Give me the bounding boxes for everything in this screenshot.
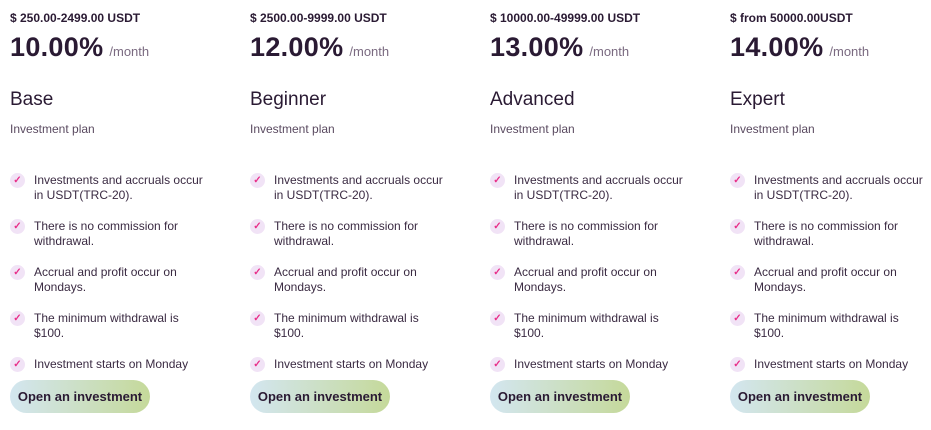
plan-range: $ from 50000.00USDT xyxy=(730,11,853,25)
feature-text: Investment starts on Monday xyxy=(514,357,669,371)
check-icon: ✓ xyxy=(10,311,25,326)
feature-item: ✓ Investment starts on Monday xyxy=(730,357,931,372)
check-icon: ✓ xyxy=(10,357,25,372)
feature-text: Investments and accruals occur in USDT(T… xyxy=(754,173,923,202)
check-icon: ✓ xyxy=(250,173,265,188)
rate-period: /month xyxy=(109,44,150,59)
feature-item: ✓ There is no commission for withdrawal. xyxy=(730,219,931,249)
check-icon: ✓ xyxy=(730,265,745,280)
check-icon: ✓ xyxy=(490,173,505,188)
check-icon: ✓ xyxy=(730,173,745,188)
feature-list: ✓ Investments and accruals occur in USDT(… xyxy=(490,173,720,388)
feature-text: Investment starts on Monday xyxy=(274,357,429,371)
feature-item: ✓ There is no commission for withdrawal. xyxy=(10,219,240,249)
rate-period: /month xyxy=(349,44,390,59)
feature-text: Accrual and profit occur on Mondays. xyxy=(34,265,177,294)
rate-value: 10.00% xyxy=(10,32,104,62)
feature-text: Accrual and profit occur on Mondays. xyxy=(274,265,417,294)
check-icon: ✓ xyxy=(730,357,745,372)
plan-title: Base xyxy=(10,89,54,110)
plan-rate: 14.00% /month xyxy=(730,32,869,63)
open-investment-button[interactable]: Open an investment xyxy=(730,380,870,413)
check-icon: ✓ xyxy=(10,219,25,234)
plan-title: Beginner xyxy=(250,89,327,110)
feature-text: There is no commission for withdrawal. xyxy=(514,219,659,248)
feature-item: ✓ Accrual and profit occur on Mondays. xyxy=(730,265,931,295)
feature-text: The minimum withdrawal is $100. xyxy=(34,311,179,340)
plan-title: Advanced xyxy=(490,89,575,110)
feature-item: ✓ Accrual and profit occur on Mondays. xyxy=(250,265,480,295)
feature-text: Investments and accruals occur in USDT(T… xyxy=(514,173,683,202)
feature-item: ✓ Investments and accruals occur in USDT(… xyxy=(250,173,480,203)
check-icon: ✓ xyxy=(250,311,265,326)
feature-item: ✓ Investments and accruals occur in USDT(… xyxy=(730,173,931,203)
plan-subtitle: Investment plan xyxy=(730,122,815,136)
feature-list: ✓ Investments and accruals occur in USDT(… xyxy=(730,173,931,388)
open-investment-button[interactable]: Open an investment xyxy=(250,380,390,413)
feature-text: Investments and accruals occur in USDT(T… xyxy=(34,173,203,202)
feature-item: ✓ Accrual and profit occur on Mondays. xyxy=(490,265,720,295)
check-icon: ✓ xyxy=(490,311,505,326)
feature-text: Investment starts on Monday xyxy=(754,357,909,371)
plan-rate: 10.00% /month xyxy=(10,32,149,63)
feature-item: ✓ Investments and accruals occur in USDT(… xyxy=(490,173,720,203)
feature-item: ✓ Investment starts on Monday xyxy=(490,357,720,372)
check-icon: ✓ xyxy=(250,265,265,280)
feature-text: Accrual and profit occur on Mondays. xyxy=(754,265,897,294)
check-icon: ✓ xyxy=(10,265,25,280)
feature-item: ✓ Investment starts on Monday xyxy=(250,357,480,372)
feature-text: There is no commission for withdrawal. xyxy=(754,219,899,248)
feature-item: ✓ The minimum withdrawal is $100. xyxy=(730,311,931,341)
plan-rate: 13.00% /month xyxy=(490,32,629,63)
feature-item: ✓ There is no commission for withdrawal. xyxy=(490,219,720,249)
check-icon: ✓ xyxy=(250,357,265,372)
check-icon: ✓ xyxy=(490,219,505,234)
open-investment-button[interactable]: Open an investment xyxy=(490,380,630,413)
feature-item: ✓ Investment starts on Monday xyxy=(10,357,240,372)
open-investment-button[interactable]: Open an investment xyxy=(10,380,150,413)
check-icon: ✓ xyxy=(10,173,25,188)
plan-range: $ 10000.00-49999.00 USDT xyxy=(490,11,641,25)
feature-item: ✓ The minimum withdrawal is $100. xyxy=(10,311,240,341)
feature-list: ✓ Investments and accruals occur in USDT(… xyxy=(10,173,240,388)
check-icon: ✓ xyxy=(250,219,265,234)
check-icon: ✓ xyxy=(490,265,505,280)
feature-text: There is no commission for withdrawal. xyxy=(274,219,419,248)
feature-text: Accrual and profit occur on Mondays. xyxy=(514,265,657,294)
check-icon: ✓ xyxy=(730,311,745,326)
feature-text: Investment starts on Monday xyxy=(34,357,189,371)
plan-range: $ 2500.00-9999.00 USDT xyxy=(250,11,387,25)
feature-text: The minimum withdrawal is $100. xyxy=(514,311,659,340)
feature-text: The minimum withdrawal is $100. xyxy=(274,311,419,340)
feature-item: ✓ The minimum withdrawal is $100. xyxy=(490,311,720,341)
plan-subtitle: Investment plan xyxy=(10,122,95,136)
rate-value: 12.00% xyxy=(250,32,344,62)
plan-subtitle: Investment plan xyxy=(490,122,575,136)
feature-text: The minimum withdrawal is $100. xyxy=(754,311,899,340)
plan-title: Expert xyxy=(730,89,785,110)
rate-period: /month xyxy=(829,44,870,59)
feature-text: There is no commission for withdrawal. xyxy=(34,219,179,248)
check-icon: ✓ xyxy=(730,219,745,234)
feature-list: ✓ Investments and accruals occur in USDT(… xyxy=(250,173,480,388)
plan-range: $ 250.00-2499.00 USDT xyxy=(10,11,141,25)
feature-item: ✓ Investments and accruals occur in USDT(… xyxy=(10,173,240,203)
rate-period: /month xyxy=(589,44,630,59)
rate-value: 13.00% xyxy=(490,32,584,62)
plan-rate: 12.00% /month xyxy=(250,32,389,63)
rate-value: 14.00% xyxy=(730,32,824,62)
plan-subtitle: Investment plan xyxy=(250,122,335,136)
feature-item: ✓ Accrual and profit occur on Mondays. xyxy=(10,265,240,295)
check-icon: ✓ xyxy=(490,357,505,372)
feature-text: Investments and accruals occur in USDT(T… xyxy=(274,173,443,202)
feature-item: ✓ The minimum withdrawal is $100. xyxy=(250,311,480,341)
feature-item: ✓ There is no commission for withdrawal. xyxy=(250,219,480,249)
